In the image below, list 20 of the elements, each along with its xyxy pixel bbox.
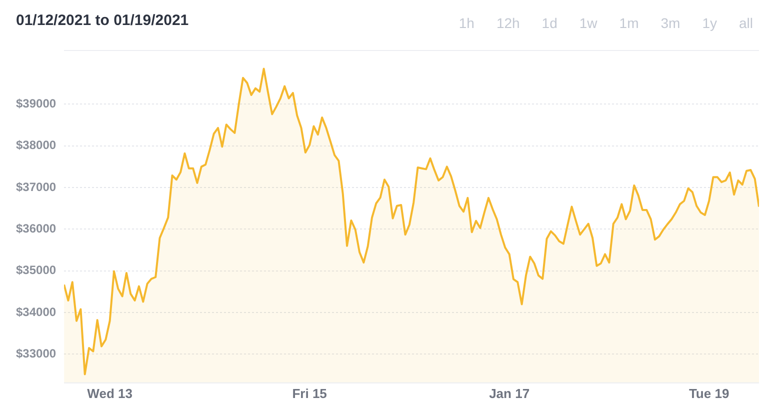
- text: all: [738, 14, 754, 33]
- text: 1y: [701, 14, 718, 33]
- text: 1w: [578, 14, 598, 33]
- y-tick-label: $39000: [16, 96, 56, 110]
- x-tick-label: Wed 13: [87, 386, 132, 401]
- y-tick-label: $33000: [16, 346, 56, 361]
- text: 1m: [618, 14, 640, 33]
- text: 1d: [540, 14, 558, 33]
- text: 12h: [495, 14, 521, 33]
- text: 1h: [458, 14, 476, 33]
- x-tick-label: Jan 17: [489, 386, 530, 401]
- chart-title: 01/12/2021 to 01/19/2021: [16, 12, 189, 29]
- x-tick-label: Tue 19: [688, 386, 730, 401]
- y-tick-label: $38000: [16, 138, 56, 152]
- y-tick-label: $36000: [16, 222, 56, 236]
- y-tick-label: $35000: [16, 263, 56, 278]
- text: 3m: [660, 14, 682, 33]
- x-tick-label: Fri 15: [292, 386, 327, 401]
- y-tick-label: $34000: [16, 304, 56, 319]
- y-tick-label: $37000: [16, 180, 56, 194]
